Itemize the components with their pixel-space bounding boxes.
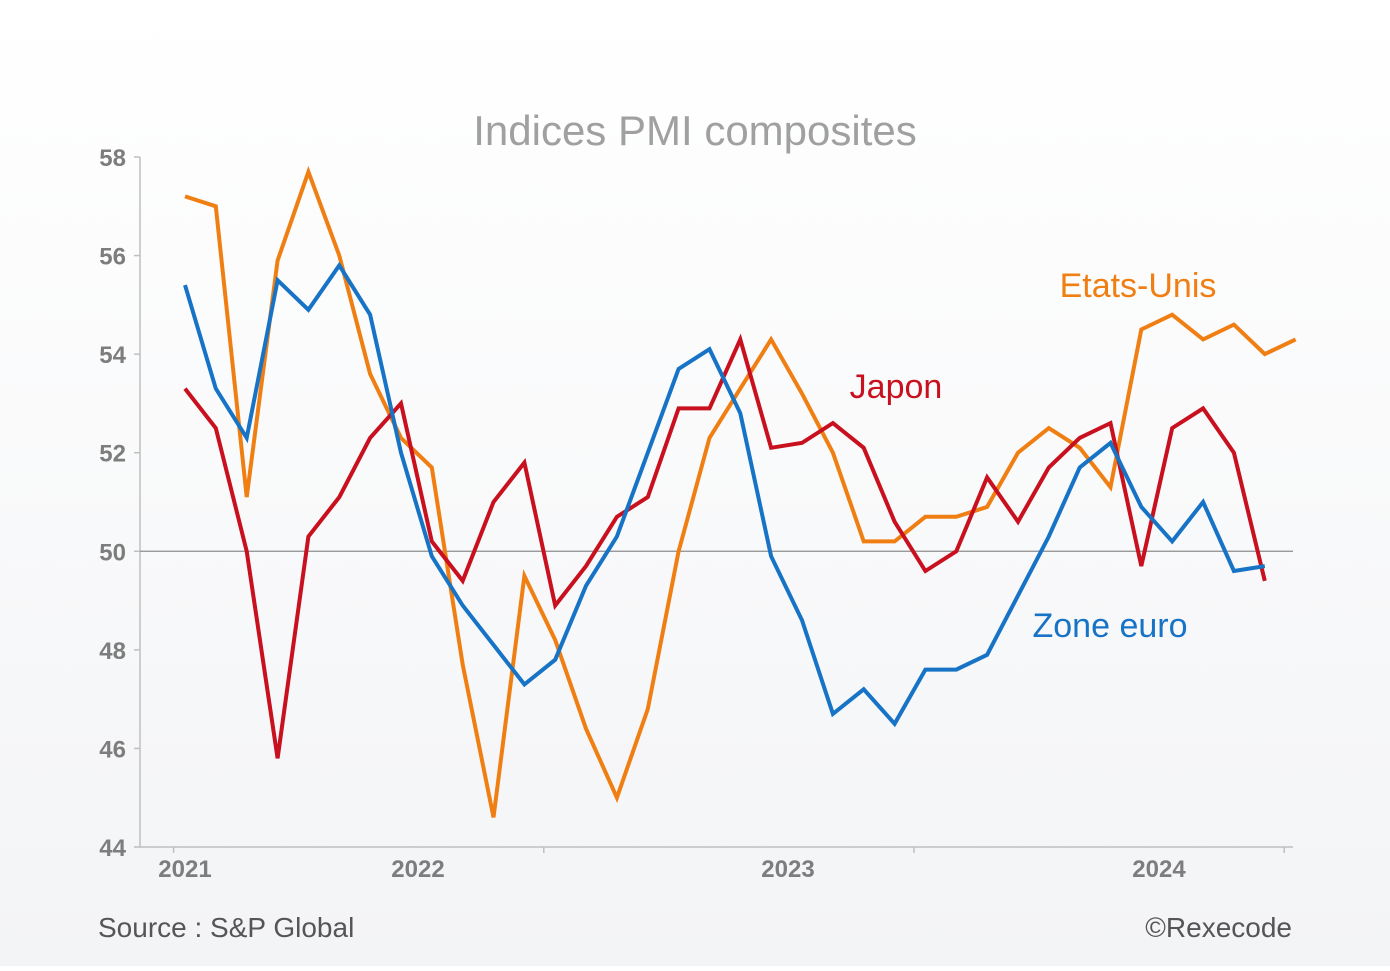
credit-note: ©Rexecode <box>1145 912 1292 943</box>
source-note: Source : S&P Global <box>98 912 354 943</box>
axes: 44 46 48 50 52 54 56 58 2021 2022 2023 2024 <box>99 145 1293 883</box>
y-tick-label: 56 <box>99 244 126 271</box>
series-label-etats-unis: Etats-Unis <box>1060 267 1217 305</box>
y-tick-label: 54 <box>99 342 126 369</box>
series-line-etats-unis <box>184 165 1297 818</box>
y-tick-label: 52 <box>99 441 126 468</box>
x-tick-label: 2022 <box>391 856 444 883</box>
series-line-zone-euro <box>183 261 1266 728</box>
x-tick-label: 2021 <box>158 856 211 883</box>
series-lines <box>183 165 1297 818</box>
chart-title: Indices PMI composites <box>473 107 917 154</box>
series-label-zone-euro: Zone euro <box>1033 607 1188 645</box>
x-tick-label: 2023 <box>761 856 814 883</box>
series-label-japon: Japon <box>850 368 943 406</box>
y-tick-label: 50 <box>99 539 126 566</box>
series-line-japon <box>183 333 1267 759</box>
y-tick-label: 58 <box>99 145 126 172</box>
y-tick-label: 48 <box>99 638 126 665</box>
y-tick-label: 46 <box>99 736 126 763</box>
series-labels: Etats-Unis Japon Zone euro <box>850 267 1217 645</box>
x-tick-label: 2024 <box>1132 856 1186 883</box>
y-tick-label: 44 <box>99 835 126 862</box>
